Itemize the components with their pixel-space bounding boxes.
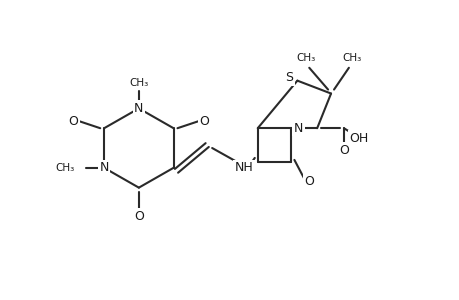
Text: N: N (293, 122, 302, 135)
Text: O: O (304, 175, 313, 188)
Text: N: N (99, 161, 109, 174)
Text: O: O (68, 115, 78, 128)
Text: O: O (199, 115, 209, 128)
Text: OH: OH (348, 132, 368, 145)
Text: CH₃: CH₃ (129, 78, 148, 88)
Text: NH: NH (234, 161, 253, 174)
Text: CH₃: CH₃ (341, 53, 361, 63)
Text: S: S (285, 71, 293, 84)
Text: CH₃: CH₃ (296, 53, 315, 63)
Text: O: O (134, 210, 144, 223)
Text: N: N (134, 102, 143, 115)
Text: CH₃: CH₃ (55, 163, 74, 173)
Text: O: O (338, 143, 348, 157)
